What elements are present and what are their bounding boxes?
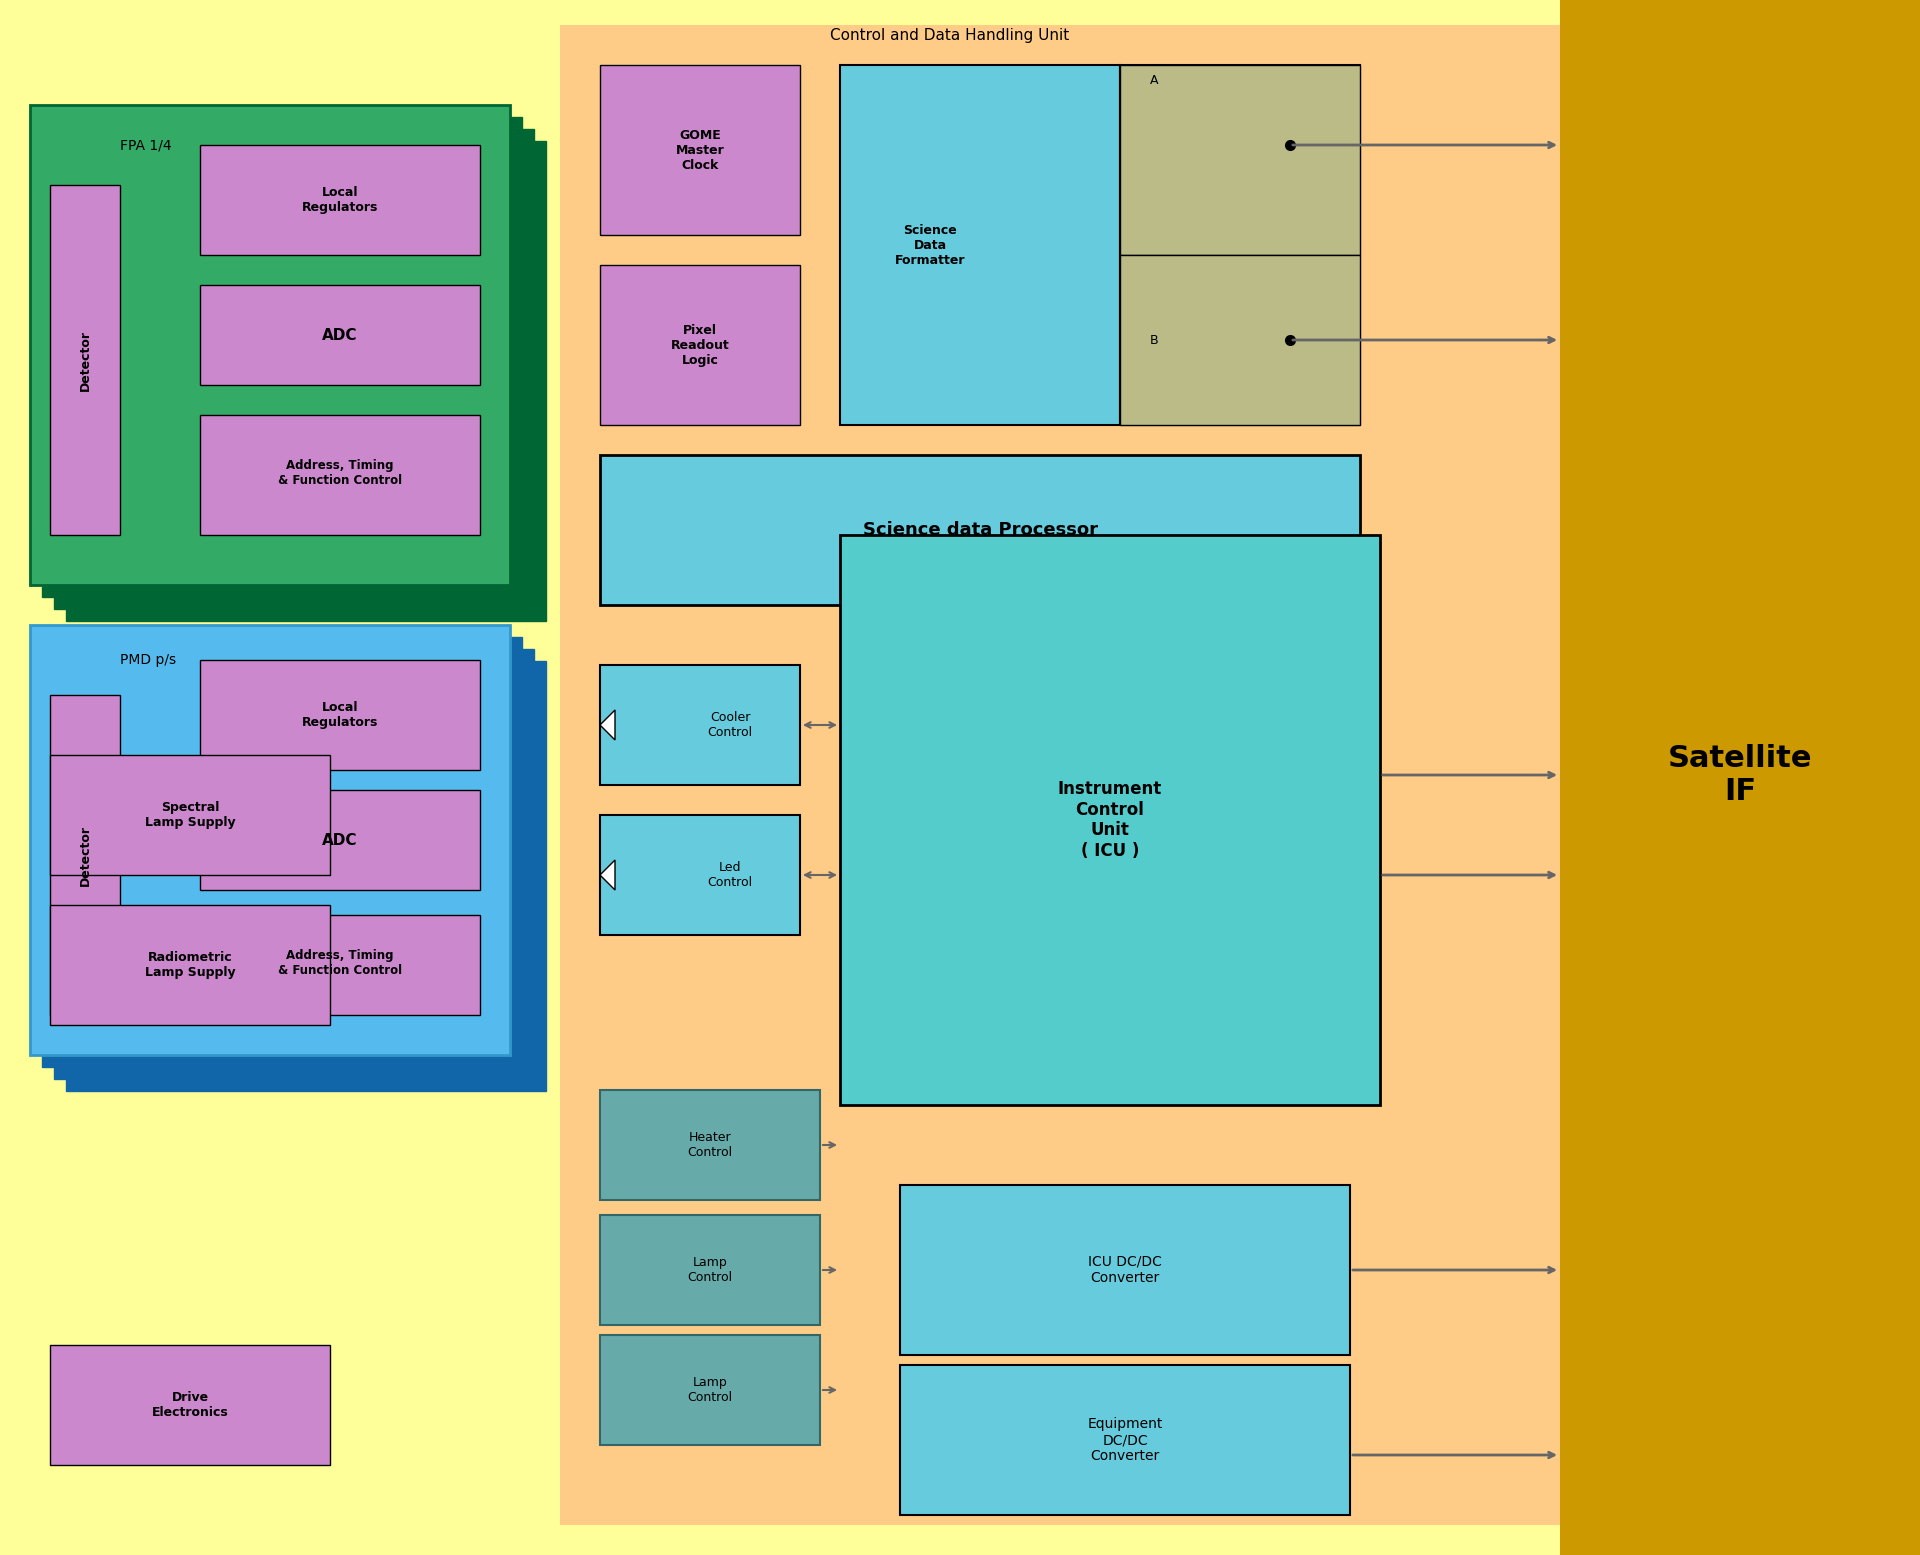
Text: ICU DC/DC
Converter: ICU DC/DC Converter: [1089, 1255, 1162, 1284]
FancyBboxPatch shape: [900, 1365, 1350, 1515]
FancyBboxPatch shape: [50, 185, 119, 535]
FancyBboxPatch shape: [200, 659, 480, 770]
FancyBboxPatch shape: [65, 142, 545, 620]
FancyBboxPatch shape: [1119, 65, 1359, 255]
Text: Satellite
IF: Satellite IF: [1668, 743, 1812, 807]
FancyBboxPatch shape: [200, 285, 480, 386]
Text: Equipment
DC/DC
Converter: Equipment DC/DC Converter: [1087, 1417, 1164, 1463]
Text: Address, Timing
& Function Control: Address, Timing & Function Control: [278, 459, 401, 487]
Text: Instrument
Control
Unit
( ICU ): Instrument Control Unit ( ICU ): [1058, 779, 1162, 860]
FancyBboxPatch shape: [50, 905, 330, 1025]
FancyBboxPatch shape: [599, 456, 1359, 605]
FancyBboxPatch shape: [42, 638, 522, 1067]
FancyBboxPatch shape: [54, 129, 534, 610]
FancyBboxPatch shape: [200, 145, 480, 255]
Polygon shape: [599, 860, 614, 889]
FancyBboxPatch shape: [54, 648, 534, 1079]
FancyBboxPatch shape: [65, 661, 545, 1092]
Text: PMD p/s: PMD p/s: [119, 653, 177, 667]
Text: Local
Regulators: Local Regulators: [301, 701, 378, 729]
Text: Control and Data Handling Unit: Control and Data Handling Unit: [829, 28, 1069, 42]
Text: A: A: [1150, 73, 1158, 87]
FancyBboxPatch shape: [31, 106, 511, 585]
Text: Cooler
Control: Cooler Control: [707, 711, 753, 739]
Text: Local
Regulators: Local Regulators: [301, 187, 378, 215]
FancyBboxPatch shape: [42, 117, 522, 597]
Text: Address, Timing
& Function Control: Address, Timing & Function Control: [278, 949, 401, 977]
FancyBboxPatch shape: [841, 65, 1119, 425]
Text: FPA 1/4: FPA 1/4: [119, 138, 171, 152]
FancyBboxPatch shape: [599, 1090, 820, 1200]
Text: Lamp
Control: Lamp Control: [687, 1376, 733, 1404]
Polygon shape: [599, 711, 614, 740]
FancyBboxPatch shape: [31, 625, 511, 1054]
Text: ADC: ADC: [323, 328, 357, 342]
Text: Lamp
Control: Lamp Control: [687, 1256, 733, 1284]
FancyBboxPatch shape: [200, 415, 480, 535]
FancyBboxPatch shape: [50, 1345, 330, 1465]
Text: GOME
Master
Clock: GOME Master Clock: [676, 129, 724, 171]
FancyBboxPatch shape: [1119, 65, 1359, 425]
FancyBboxPatch shape: [200, 790, 480, 889]
Text: Heater
Control: Heater Control: [687, 1130, 733, 1158]
Text: Drive
Electronics: Drive Electronics: [152, 1392, 228, 1420]
Text: Science data Processor: Science data Processor: [862, 521, 1098, 540]
FancyBboxPatch shape: [599, 666, 801, 785]
FancyBboxPatch shape: [599, 65, 801, 235]
FancyBboxPatch shape: [900, 1185, 1350, 1354]
Text: Detector: Detector: [79, 824, 92, 885]
FancyBboxPatch shape: [599, 1336, 820, 1445]
FancyBboxPatch shape: [1559, 0, 1920, 1555]
FancyBboxPatch shape: [599, 815, 801, 935]
FancyBboxPatch shape: [50, 695, 119, 1015]
FancyBboxPatch shape: [50, 756, 330, 875]
Text: ADC: ADC: [323, 832, 357, 847]
FancyBboxPatch shape: [841, 535, 1380, 1106]
Text: Spectral
Lamp Supply: Spectral Lamp Supply: [144, 801, 236, 829]
FancyBboxPatch shape: [200, 914, 480, 1015]
FancyBboxPatch shape: [0, 0, 1559, 1555]
Text: B: B: [1150, 333, 1158, 347]
Text: Led
Control: Led Control: [707, 861, 753, 889]
FancyBboxPatch shape: [1119, 255, 1359, 425]
FancyBboxPatch shape: [599, 264, 801, 425]
Text: Radiometric
Lamp Supply: Radiometric Lamp Supply: [144, 952, 236, 980]
FancyBboxPatch shape: [599, 1214, 820, 1325]
Text: Detector: Detector: [79, 330, 92, 390]
Text: Pixel
Readout
Logic: Pixel Readout Logic: [670, 323, 730, 367]
Text: Science
Data
Formatter: Science Data Formatter: [895, 224, 966, 266]
FancyBboxPatch shape: [561, 25, 1559, 1525]
FancyBboxPatch shape: [561, 1025, 979, 1525]
